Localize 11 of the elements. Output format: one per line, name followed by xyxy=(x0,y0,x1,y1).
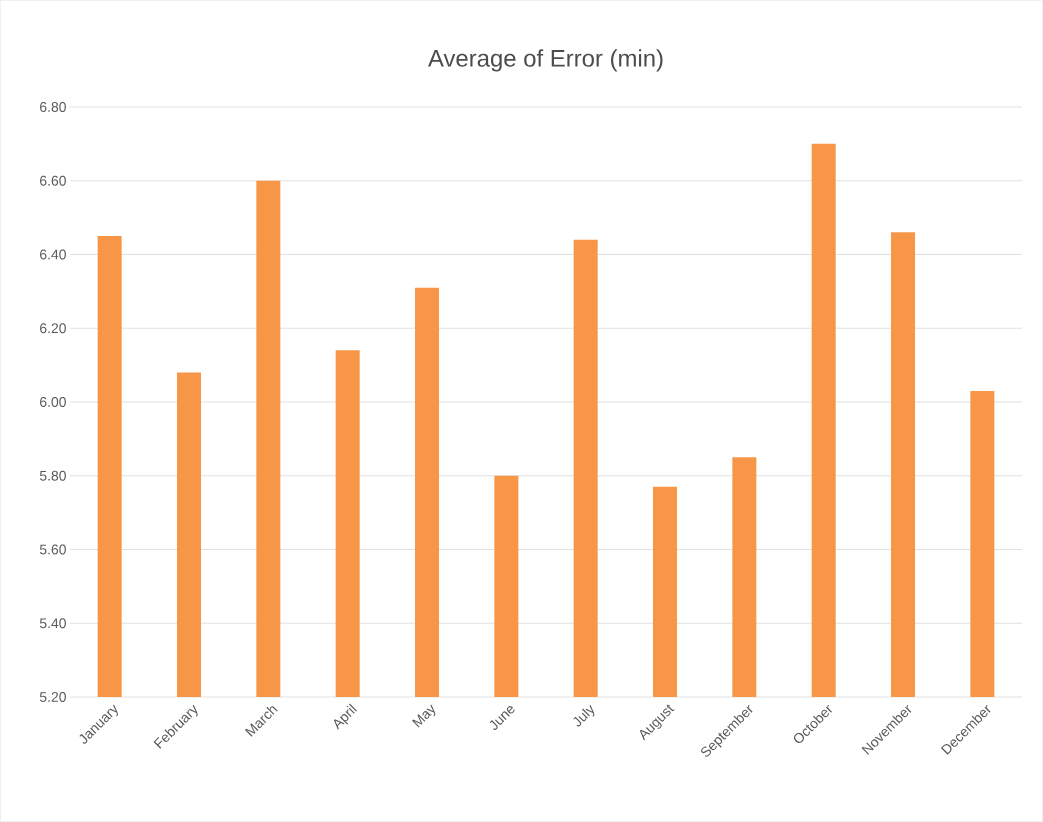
y-tick-label: 6.60 xyxy=(40,175,66,186)
y-tick-label: 5.20 xyxy=(39,692,66,702)
y-tick-label: 5.40 xyxy=(39,618,66,629)
x-tick-label: July xyxy=(573,704,595,727)
y-tick-label: 6.40 xyxy=(40,249,66,260)
y-tick-label: 5.80 xyxy=(39,470,66,481)
y-tick-label: 6.80 xyxy=(40,102,66,112)
y-tick-label: 6.00 xyxy=(40,397,66,407)
chart-title: Average of Error (min) xyxy=(428,49,663,72)
y-tick-label: 5.60 xyxy=(39,544,66,555)
y-tick-label: 6.20 xyxy=(40,323,66,334)
